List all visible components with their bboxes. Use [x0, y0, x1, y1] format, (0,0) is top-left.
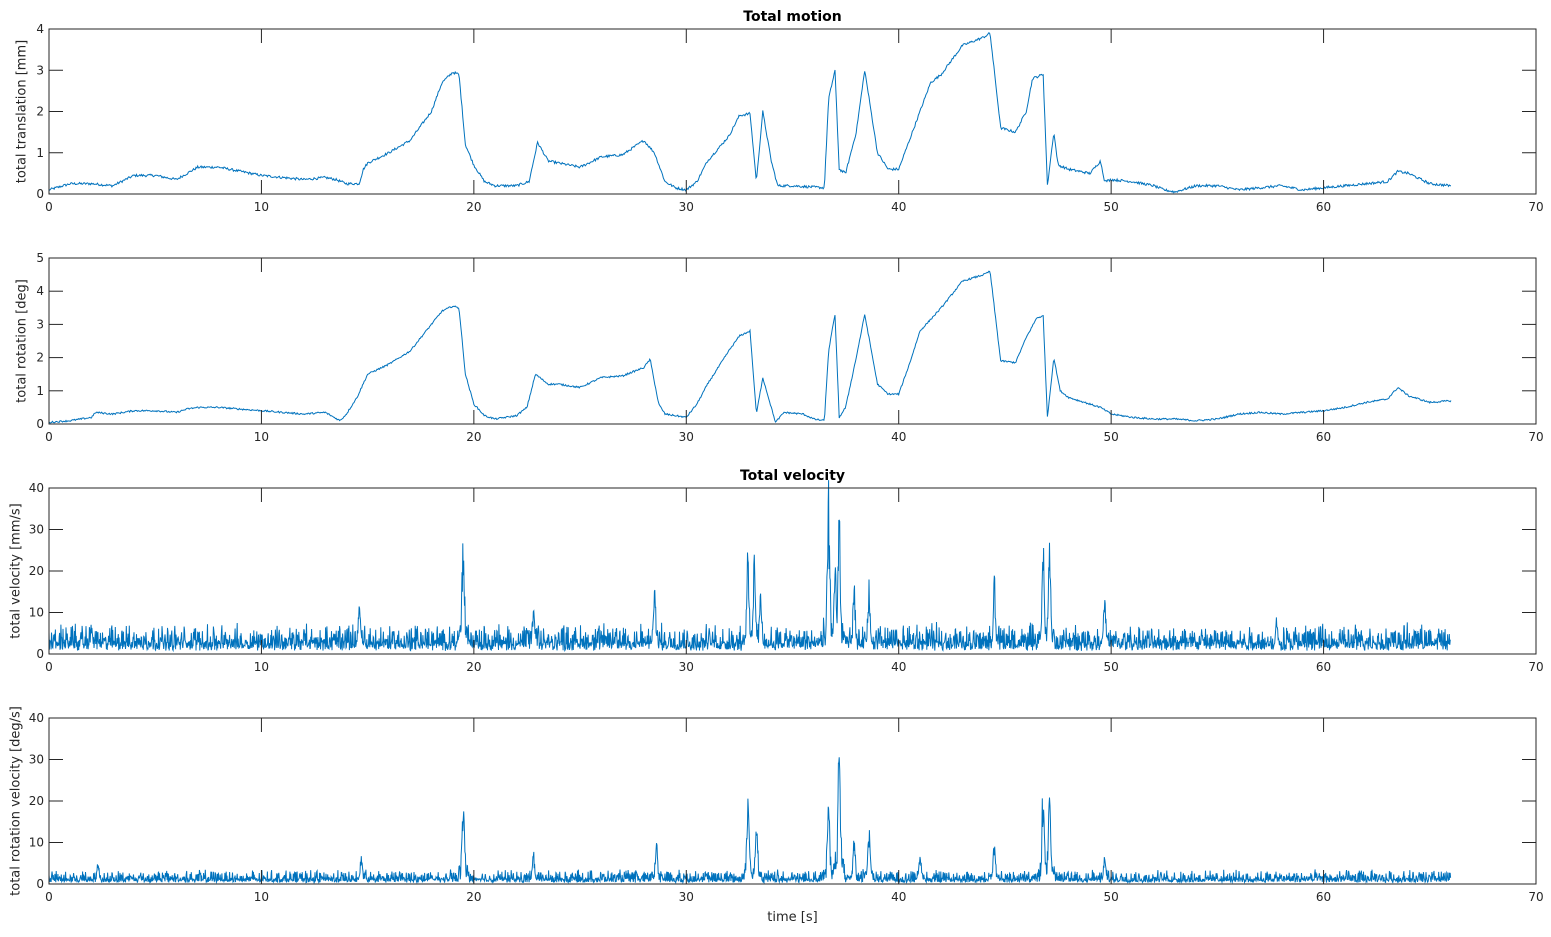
x-tick-label: 10: [254, 430, 269, 444]
x-tick-label: 50: [1104, 430, 1119, 444]
x-tick-label: 70: [1528, 660, 1543, 674]
series-line-rotation: [48, 270, 1452, 424]
x-tick-label: 30: [679, 200, 694, 214]
y-tick-label: 10: [29, 606, 44, 620]
x-axis-label: time [s]: [767, 910, 817, 925]
x-tick-label: 60: [1316, 890, 1331, 904]
y-tick-label: 40: [29, 481, 44, 495]
y-axis-label: total translation [mm]: [15, 40, 30, 183]
x-tick-label: 50: [1104, 200, 1119, 214]
x-tick-label: 20: [466, 200, 481, 214]
chart-title: Total motion: [743, 9, 841, 25]
x-tick-label: 70: [1528, 430, 1543, 444]
x-tick-label: 0: [45, 430, 53, 444]
y-tick-label: 2: [36, 351, 44, 365]
x-tick-label: 70: [1528, 890, 1543, 904]
y-tick-label: 20: [29, 564, 44, 578]
y-axis-label: total rotation velocity [deg/s]: [9, 706, 24, 896]
y-tick-label: 2: [36, 105, 44, 119]
y-tick-label: 5: [36, 251, 44, 265]
x-tick-label: 30: [679, 430, 694, 444]
x-tick-label: 60: [1316, 200, 1331, 214]
axes-box: [48, 28, 1537, 195]
x-tick-label: 60: [1316, 660, 1331, 674]
y-tick-label: 0: [36, 417, 44, 431]
subplot-1: 0 10 20 30 40 50 60 70 0 1 2 3 4 Total motion total tr…: [15, 9, 1544, 214]
x-tick-label: 40: [891, 660, 906, 674]
x-tick-label: 10: [254, 660, 269, 674]
axes-box: [48, 257, 1537, 425]
x-tick-label: 30: [679, 890, 694, 904]
subplot-3: 0 10 20 30 40 50 60 70 0 10 20 30 40 Total velocity to…: [9, 468, 1544, 674]
subplot-4: 0 10 20 30 40 50 60 70 0 10 20 30 40 total rotation v…: [9, 706, 1544, 925]
x-tick-label: 10: [254, 890, 269, 904]
x-tick-label: 20: [466, 660, 481, 674]
y-tick-label: 20: [29, 794, 44, 808]
x-tick-label: 20: [466, 430, 481, 444]
axes-box: [48, 487, 1537, 655]
x-tick-label: 60: [1316, 430, 1331, 444]
x-tick-label: 10: [254, 200, 269, 214]
axes-box: [48, 717, 1537, 885]
series-line-velocity: [48, 480, 1451, 653]
y-tick-label: 3: [36, 317, 44, 331]
y-tick-label: 0: [36, 187, 44, 201]
x-tick-label: 50: [1104, 890, 1119, 904]
series-line-translation: [48, 32, 1451, 194]
y-tick-label: 1: [36, 384, 44, 398]
y-tick-label: 0: [36, 647, 44, 661]
y-axis-label: total velocity [mm/s]: [9, 503, 24, 638]
y-tick-label: 30: [29, 753, 44, 767]
x-tick-label: 0: [45, 890, 53, 904]
y-tick-label: 4: [36, 284, 44, 298]
y-tick-label: 1: [36, 146, 44, 160]
x-tick-label: 40: [891, 430, 906, 444]
y-tick-label: 0: [36, 877, 44, 891]
y-axis-label: total rotation [deg]: [15, 279, 30, 403]
x-tick-label: 0: [45, 200, 53, 214]
x-tick-label: 40: [891, 200, 906, 214]
y-tick-label: 40: [29, 711, 44, 725]
subplot-2: 0 10 20 30 40 50 60 70 0 1 2 3 4 5 total rotation [deg…: [15, 251, 1544, 444]
x-tick-label: 50: [1104, 660, 1119, 674]
x-tick-label: 70: [1528, 200, 1543, 214]
x-tick-label: 0: [45, 660, 53, 674]
chart-title: Total velocity: [740, 468, 845, 484]
x-tick-label: 30: [679, 660, 694, 674]
series-line-rotation-velocity: [48, 757, 1452, 885]
x-tick-label: 40: [891, 890, 906, 904]
y-tick-label: 10: [29, 836, 44, 850]
y-tick-label: 4: [36, 22, 44, 36]
y-tick-label: 30: [29, 523, 44, 537]
x-tick-label: 20: [466, 890, 481, 904]
y-tick-label: 3: [36, 63, 44, 77]
